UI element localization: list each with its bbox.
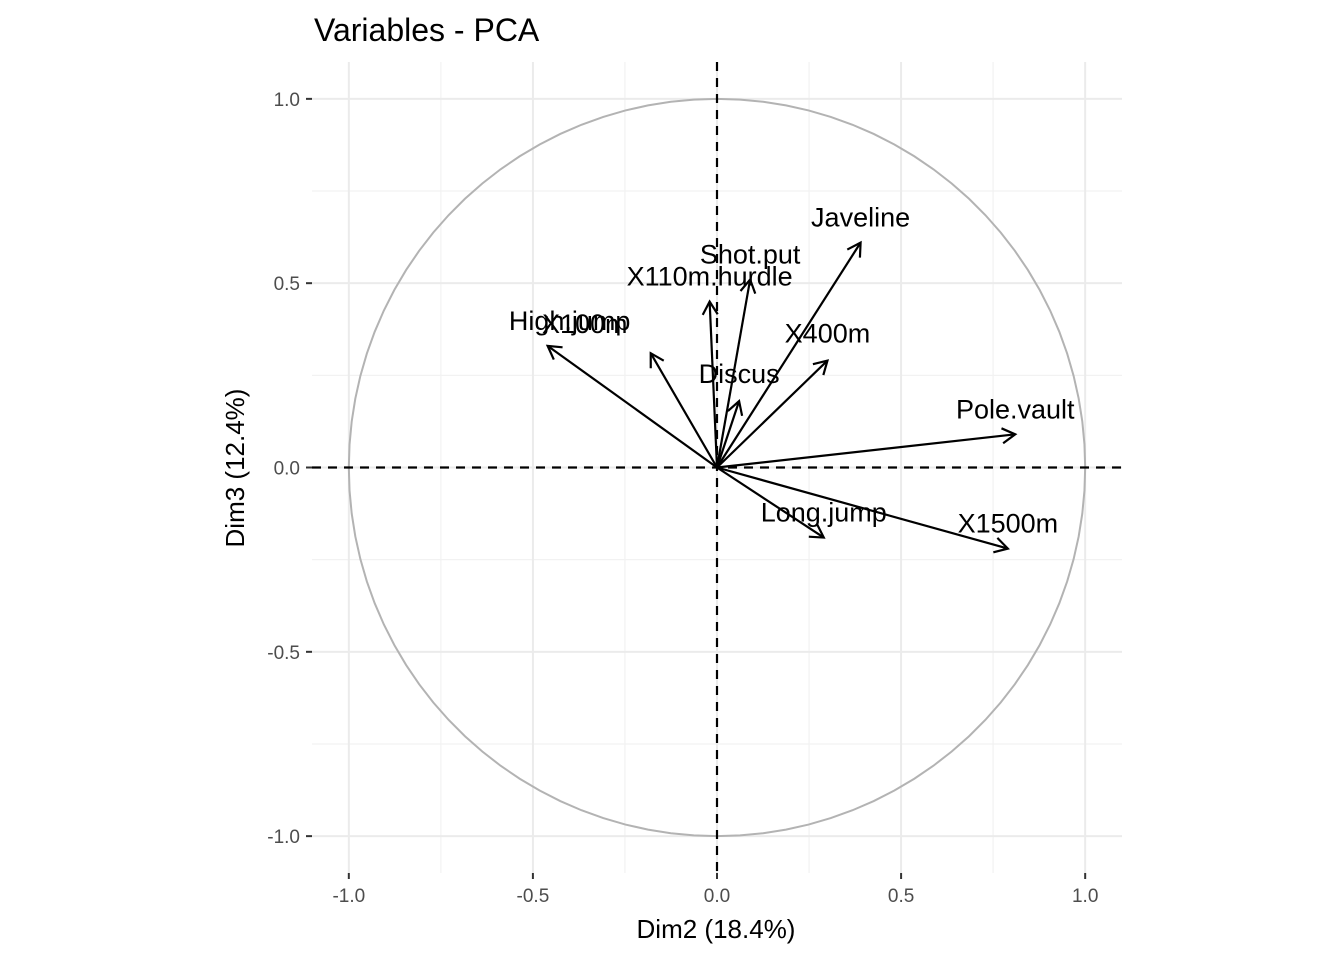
x-tick-label: 0.0 <box>704 886 730 907</box>
arrow-x400m <box>716 359 829 469</box>
x-tick-label: 1.0 <box>1072 886 1098 907</box>
y-tick-label: 0.5 <box>274 274 300 295</box>
arrowhead-x110m.hurdle <box>701 299 719 316</box>
arrowhead-pole.vault <box>1001 427 1018 445</box>
label-x100m: X100m <box>542 309 628 339</box>
y-tick-label: 1.0 <box>274 90 300 111</box>
label-x110m.hurdle: X110m.hurdle <box>627 262 793 292</box>
arrow-x110m.hurdle <box>708 301 719 468</box>
x-axis-ticks: -1.0 -0.5 0.0 0.5 1.0 <box>332 873 1098 907</box>
arrowhead-x100m <box>649 351 665 369</box>
label-javeline: Javeline <box>811 203 910 233</box>
x-tick-label: -0.5 <box>517 886 550 907</box>
arrowhead-shot.put <box>739 277 757 294</box>
variable-arrows <box>545 240 1018 554</box>
x-axis-title: Dim2 (18.4%) <box>637 914 796 944</box>
arrow-pole.vault <box>716 433 1016 469</box>
arrowhead-high.jump <box>545 344 563 360</box>
y-tick-label: -0.5 <box>267 643 300 664</box>
label-high.jump: High.jump <box>509 306 631 336</box>
label-long.jump: Long.jump <box>761 498 887 528</box>
arrowhead-discus <box>727 399 744 417</box>
label-discus: Discus <box>699 359 780 389</box>
chart-title: Variables - PCA <box>314 12 540 48</box>
label-shot.put: Shot.put <box>700 239 801 269</box>
label-x1500m: X1500m <box>958 509 1059 539</box>
y-axis-title: Dim3 (12.4%) <box>220 389 250 548</box>
arrowhead-x400m <box>812 359 830 376</box>
arrow-discus <box>715 400 741 468</box>
arrow-high.jump <box>546 344 718 469</box>
y-tick-label: -1.0 <box>267 827 300 848</box>
arrowhead-long.jump <box>808 523 826 539</box>
arrow-x100m <box>649 352 718 469</box>
arrow-javeline <box>716 242 862 469</box>
arrowhead-javeline <box>846 240 862 258</box>
arrowhead-x1500m <box>993 537 1010 554</box>
x-tick-label: 0.5 <box>888 886 914 907</box>
arrow-x1500m <box>716 466 1009 550</box>
y-tick-label: 0.0 <box>274 459 300 480</box>
x-tick-label: -1.0 <box>332 886 365 907</box>
y-axis-ticks: -1.0 -0.5 0.0 0.5 1.0 <box>267 90 312 848</box>
arrow-long.jump <box>716 466 825 539</box>
variable-labels: X100m Long.jump Shot.put High.jump X400m X110… <box>509 203 1075 539</box>
arrow-shot.put <box>715 279 752 468</box>
label-x400m: X400m <box>785 319 871 349</box>
label-pole.vault: Pole.vault <box>956 394 1075 424</box>
